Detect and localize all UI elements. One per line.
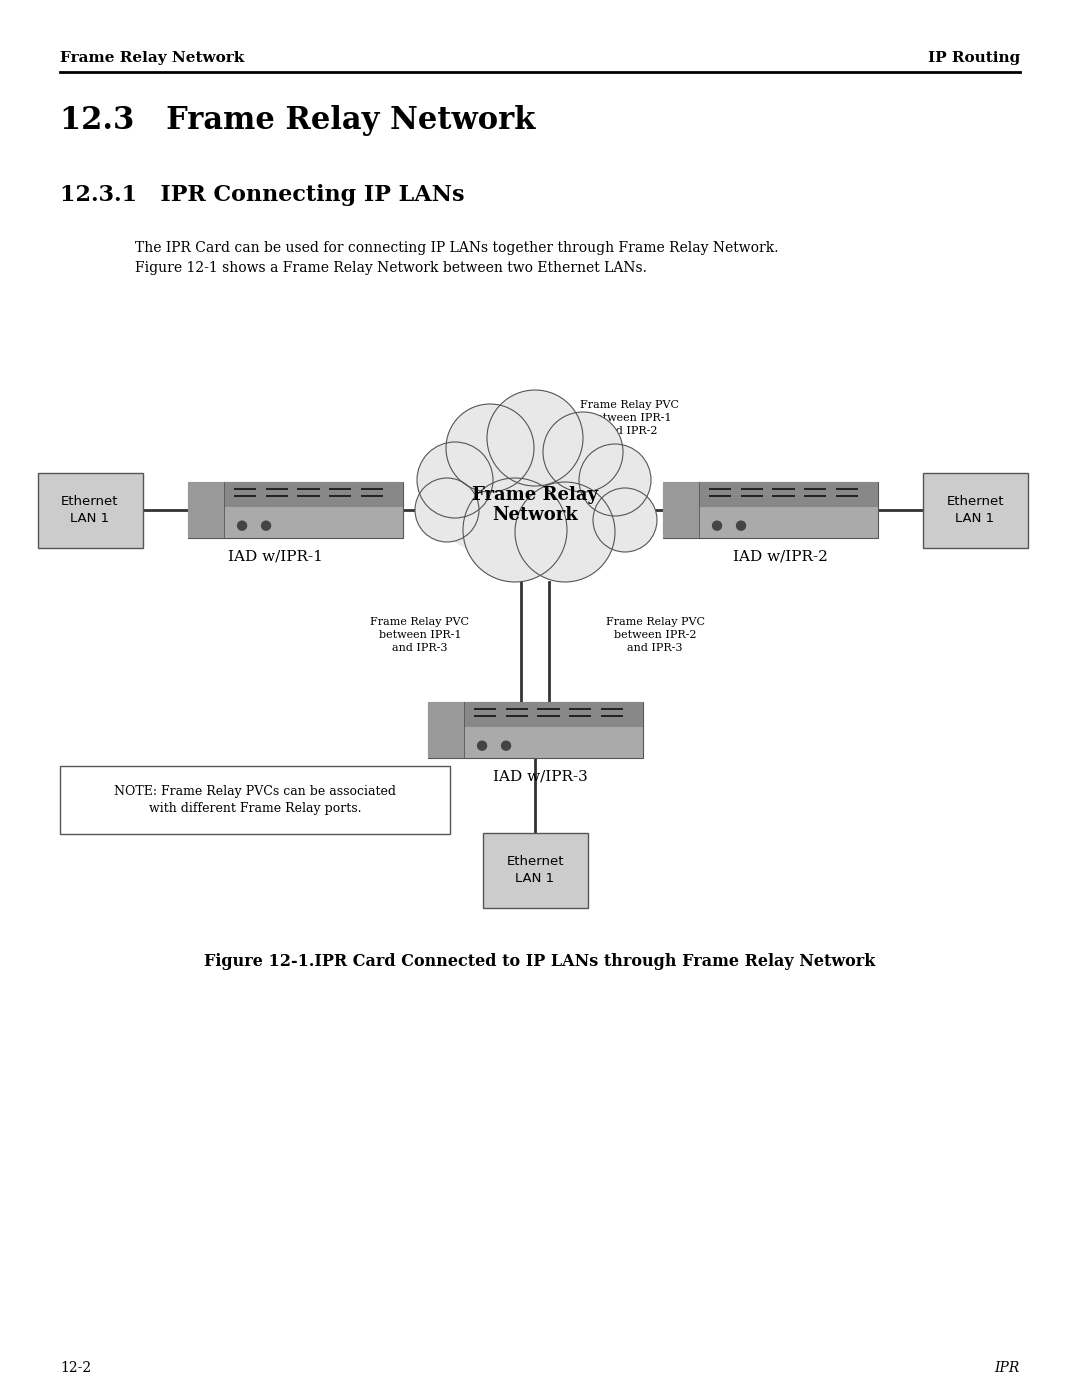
Text: IAD w/IPR-2: IAD w/IPR-2 xyxy=(732,550,827,564)
Circle shape xyxy=(501,742,511,750)
FancyBboxPatch shape xyxy=(38,472,143,548)
Text: IAD w/IPR-3: IAD w/IPR-3 xyxy=(492,770,588,784)
FancyBboxPatch shape xyxy=(922,472,1027,548)
Circle shape xyxy=(515,482,615,583)
Text: NOTE: Frame Relay PVCs can be associated
with different Frame Relay ports.: NOTE: Frame Relay PVCs can be associated… xyxy=(114,785,396,814)
Text: Figure 12-1.IPR Card Connected to IP LANs through Frame Relay Network: Figure 12-1.IPR Card Connected to IP LAN… xyxy=(204,954,876,971)
FancyBboxPatch shape xyxy=(662,482,699,538)
Circle shape xyxy=(415,478,480,542)
Text: IPR: IPR xyxy=(995,1361,1020,1375)
Circle shape xyxy=(593,488,657,552)
Ellipse shape xyxy=(436,455,634,564)
Circle shape xyxy=(417,441,492,518)
Text: Frame Relay
Network: Frame Relay Network xyxy=(472,486,598,524)
Circle shape xyxy=(261,521,271,531)
Text: Ethernet
LAN 1: Ethernet LAN 1 xyxy=(946,495,1003,525)
Circle shape xyxy=(713,521,721,531)
Text: IP Routing: IP Routing xyxy=(928,52,1020,66)
Text: Frame Relay Network: Frame Relay Network xyxy=(60,52,244,66)
FancyBboxPatch shape xyxy=(428,703,643,728)
Circle shape xyxy=(477,742,487,750)
FancyBboxPatch shape xyxy=(662,482,877,538)
Text: 12.3   Frame Relay Network: 12.3 Frame Relay Network xyxy=(60,105,536,136)
Circle shape xyxy=(463,478,567,583)
Text: Frame Relay PVC
between IPR-1
and IPR-3: Frame Relay PVC between IPR-1 and IPR-3 xyxy=(370,617,470,654)
FancyBboxPatch shape xyxy=(188,482,403,538)
FancyBboxPatch shape xyxy=(483,833,588,908)
FancyBboxPatch shape xyxy=(188,482,403,507)
Text: Frame Relay PVC
between IPR-2
and IPR-3: Frame Relay PVC between IPR-2 and IPR-3 xyxy=(606,617,704,654)
FancyBboxPatch shape xyxy=(662,482,877,507)
Circle shape xyxy=(579,444,651,515)
Text: Ethernet
LAN 1: Ethernet LAN 1 xyxy=(507,855,564,886)
Text: Ethernet
LAN 1: Ethernet LAN 1 xyxy=(62,495,119,525)
FancyBboxPatch shape xyxy=(428,703,464,759)
Text: 12-2: 12-2 xyxy=(60,1361,91,1375)
Circle shape xyxy=(446,404,534,492)
FancyBboxPatch shape xyxy=(188,482,224,538)
Text: IAD w/IPR-1: IAD w/IPR-1 xyxy=(228,550,323,564)
Circle shape xyxy=(487,390,583,486)
Text: Figure 12-1 shows a Frame Relay Network between two Ethernet LANs.: Figure 12-1 shows a Frame Relay Network … xyxy=(135,261,647,275)
FancyBboxPatch shape xyxy=(60,766,450,834)
FancyBboxPatch shape xyxy=(428,703,643,759)
Text: 12.3.1   IPR Connecting IP LANs: 12.3.1 IPR Connecting IP LANs xyxy=(60,184,464,205)
Circle shape xyxy=(737,521,745,531)
Text: Frame Relay PVC
between IPR-1
and IPR-2: Frame Relay PVC between IPR-1 and IPR-2 xyxy=(581,400,679,436)
Circle shape xyxy=(543,412,623,492)
Circle shape xyxy=(238,521,246,531)
Text: The IPR Card can be used for connecting IP LANs together through Frame Relay Net: The IPR Card can be used for connecting … xyxy=(135,242,779,256)
